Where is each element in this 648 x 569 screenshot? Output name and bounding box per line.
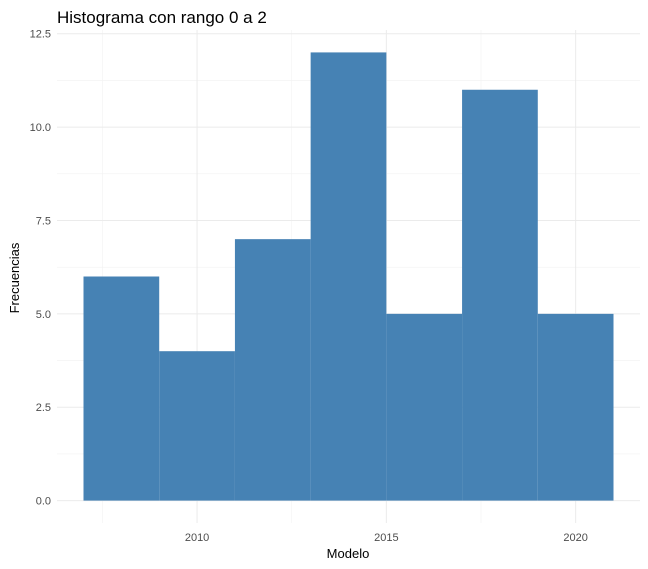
histogram-bar-1 xyxy=(83,276,160,501)
histogram-bar-5 xyxy=(386,313,463,501)
y-tick-label: 5.0 xyxy=(36,309,51,321)
x-tick-label: 2010 xyxy=(185,532,209,544)
histogram-bar-3 xyxy=(234,239,311,501)
y-tick-label: 12.5 xyxy=(30,29,51,41)
y-tick-label: 10.0 xyxy=(30,122,51,134)
x-tick-label: 2020 xyxy=(563,532,587,544)
y-axis-label: Frecuencias xyxy=(7,242,22,313)
histogram-bar-6 xyxy=(462,89,538,501)
y-axis-ticks: 0.0 2.5 5.0 7.5 10.0 12.5 xyxy=(30,29,51,508)
histogram-bar-2 xyxy=(159,351,235,501)
histogram-bars xyxy=(83,52,614,501)
histogram-bar-4 xyxy=(310,52,387,501)
histogram-bar-7 xyxy=(537,313,614,501)
x-axis-label: Modelo xyxy=(327,546,370,561)
x-axis-ticks: 2010 2015 2020 xyxy=(185,532,588,544)
y-tick-label: 7.5 xyxy=(36,215,51,227)
chart-title: Histograma con rango 0 a 2 xyxy=(57,8,267,27)
x-tick-label: 2015 xyxy=(374,532,398,544)
y-tick-label: 2.5 xyxy=(36,402,51,414)
y-tick-label: 0.0 xyxy=(36,496,51,508)
